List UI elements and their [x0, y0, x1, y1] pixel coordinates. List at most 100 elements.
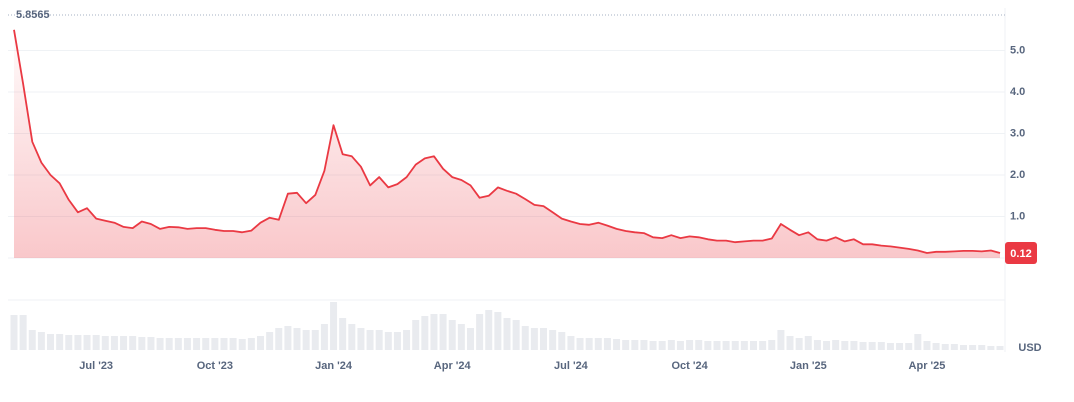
- volume-bar: [65, 335, 73, 350]
- volume-bar: [750, 341, 757, 350]
- price-tag: [1005, 242, 1037, 265]
- volume-bar: [567, 336, 575, 350]
- volume-bar: [266, 332, 274, 350]
- volume-bar: [914, 334, 922, 350]
- volume-bar: [594, 338, 602, 350]
- volume-bar: [603, 338, 611, 350]
- volume-bar: [731, 341, 739, 350]
- volume-bar: [211, 338, 219, 350]
- volume-bar: [932, 343, 940, 350]
- volume-bar: [193, 338, 201, 350]
- volume-bar: [320, 324, 328, 350]
- volume-bar: [521, 326, 529, 350]
- volume-bar: [896, 343, 904, 350]
- y-tick-label: 1.0: [1010, 210, 1025, 222]
- volume-bar: [905, 343, 913, 350]
- volume-bar: [10, 315, 18, 350]
- volume-bar: [713, 341, 721, 350]
- y-tick-label: 2.0: [1010, 169, 1025, 181]
- volume-bar: [284, 326, 292, 350]
- volume-bar: [339, 318, 347, 350]
- max-label: 5.8565: [16, 9, 50, 21]
- volume-bar: [494, 312, 502, 350]
- volume-bar: [695, 340, 703, 350]
- volume-bar: [421, 316, 429, 350]
- volume-bar: [740, 341, 748, 350]
- volume-bar: [330, 302, 338, 350]
- volume-bar: [275, 328, 283, 350]
- volume-bar: [950, 344, 958, 350]
- volume-bar: [576, 338, 584, 350]
- volume-bar: [978, 345, 986, 350]
- volume-bar: [613, 339, 621, 350]
- y-tick-label: 4.0: [1010, 86, 1025, 98]
- volume-bar: [476, 314, 484, 350]
- volume-bar: [786, 336, 794, 350]
- volume-bar: [704, 341, 712, 350]
- price-line: [13, 29, 1001, 254]
- volume-bar: [120, 336, 128, 350]
- volume-bar: [877, 342, 885, 350]
- volume-bar: [439, 314, 447, 350]
- volume-bar: [676, 341, 684, 350]
- volume-bar: [147, 337, 155, 350]
- volume-bar: [923, 341, 931, 350]
- volume-bar: [129, 336, 137, 350]
- volume-bar: [868, 342, 876, 350]
- volume-bar: [996, 346, 1004, 350]
- x-tick-label: Jul '24: [554, 360, 589, 372]
- volume-bar: [403, 330, 411, 350]
- volume-bar: [375, 330, 383, 350]
- volume-bar: [585, 338, 593, 350]
- volume-bar: [19, 315, 27, 350]
- volume-bar: [686, 340, 694, 350]
- volume-bar: [941, 344, 949, 350]
- volume-bar: [74, 335, 82, 350]
- volume-bar: [393, 332, 401, 350]
- x-tick-label: Apr '25: [909, 360, 946, 372]
- volume-bar: [722, 341, 730, 350]
- volume-bar: [959, 345, 967, 350]
- volume-bar: [92, 335, 100, 350]
- volume-bar: [466, 328, 474, 350]
- volume-bar: [293, 328, 301, 350]
- volume-bar: [412, 320, 420, 350]
- volume-bar: [302, 330, 310, 350]
- volume-bar: [813, 340, 821, 350]
- volume-bar: [384, 332, 392, 350]
- price-tag-label: 0.12: [1010, 248, 1031, 260]
- volume-bar: [649, 341, 657, 350]
- volume-bar: [83, 335, 91, 350]
- volume-bar: [220, 338, 228, 350]
- volume-bar: [667, 340, 675, 350]
- volume-bar: [658, 341, 666, 350]
- x-tick-label: Oct '23: [197, 360, 233, 372]
- volume-bar: [549, 330, 557, 350]
- volume-bar: [47, 334, 55, 350]
- volume-bar: [257, 336, 264, 350]
- volume-bar: [969, 345, 977, 350]
- volume-bar: [503, 318, 511, 350]
- volume-bar: [987, 346, 995, 350]
- volume-bar: [540, 328, 548, 350]
- volume-bar: [138, 337, 146, 350]
- volume-bar: [804, 336, 812, 350]
- volume-bar: [238, 339, 246, 350]
- volume-bar: [759, 341, 767, 350]
- x-tick-label: Jul '23: [79, 360, 113, 372]
- price-area: [14, 29, 1000, 258]
- volume-bar: [512, 320, 520, 350]
- volume-bar: [366, 330, 374, 350]
- volume-bar: [841, 341, 849, 350]
- volume-bar: [174, 338, 182, 350]
- x-tick-label: Oct '24: [671, 360, 708, 372]
- x-tick-label: Apr '24: [434, 360, 472, 372]
- x-tick-label: Jan '25: [790, 360, 827, 372]
- volume-bar: [357, 328, 365, 350]
- volume-bar: [859, 342, 867, 350]
- volume-bar: [457, 324, 465, 350]
- volume-bar: [631, 340, 639, 350]
- volume-bar: [183, 338, 191, 350]
- volume-bar: [37, 332, 45, 350]
